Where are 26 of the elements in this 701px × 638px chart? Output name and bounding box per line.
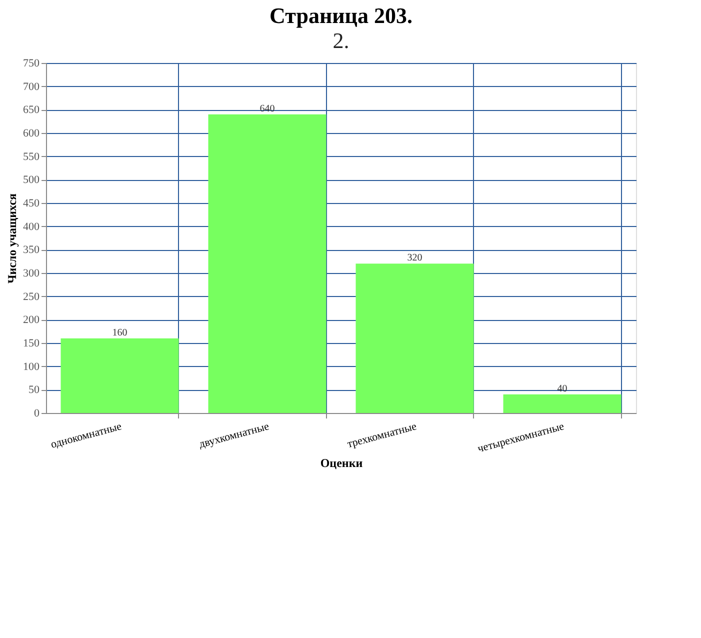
y-tick-label: 200 (23, 314, 40, 326)
bar (503, 394, 622, 413)
x-axis-title: Оценки (320, 456, 363, 470)
y-tick-label: 400 (23, 220, 40, 233)
y-tick-label: 150 (23, 338, 40, 350)
y-tick-label: 450 (23, 198, 40, 210)
y-tick-label: 750 (23, 58, 40, 70)
bar (356, 264, 474, 413)
text: 2. (332, 28, 350, 53)
y-tick-label: 600 (23, 128, 40, 140)
y-tick-label: 500 (23, 174, 40, 186)
data-label: 160 (112, 327, 128, 338)
data-label: 320 (407, 252, 422, 264)
y-tick-label: 700 (23, 80, 40, 93)
chart-title: Страница 203. (270, 3, 412, 28)
y-tick-label: 300 (23, 268, 40, 280)
y-tick-label: 550 (23, 150, 40, 163)
y-axis-title: Число учащихся (5, 192, 19, 284)
y-tick-label: 250 (23, 290, 40, 303)
y-tick-label: 100 (23, 360, 40, 373)
y-tick-label: 50 (28, 384, 40, 396)
bar (60, 338, 179, 413)
y-tick-label: 350 (23, 244, 40, 256)
y-tick-label: 0 (34, 408, 40, 420)
y-tick-label: 650 (23, 104, 40, 116)
bar (208, 114, 326, 413)
